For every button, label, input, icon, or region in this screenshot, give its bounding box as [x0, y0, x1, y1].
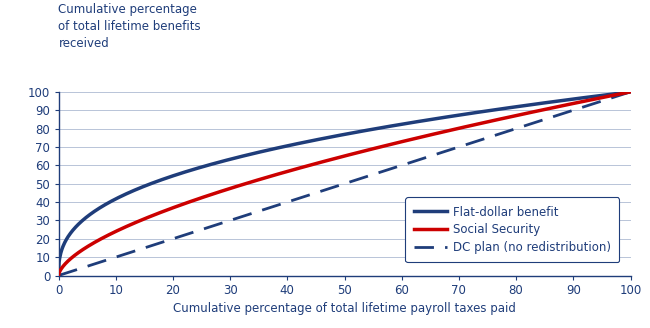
Text: Cumulative percentage
of total lifetime benefits
received: Cumulative percentage of total lifetime …: [58, 3, 201, 50]
X-axis label: Cumulative percentage of total lifetime payroll taxes paid: Cumulative percentage of total lifetime …: [173, 302, 516, 316]
Legend: Flat-dollar benefit, Social Security, DC plan (no redistribution): Flat-dollar benefit, Social Security, DC…: [406, 197, 619, 262]
